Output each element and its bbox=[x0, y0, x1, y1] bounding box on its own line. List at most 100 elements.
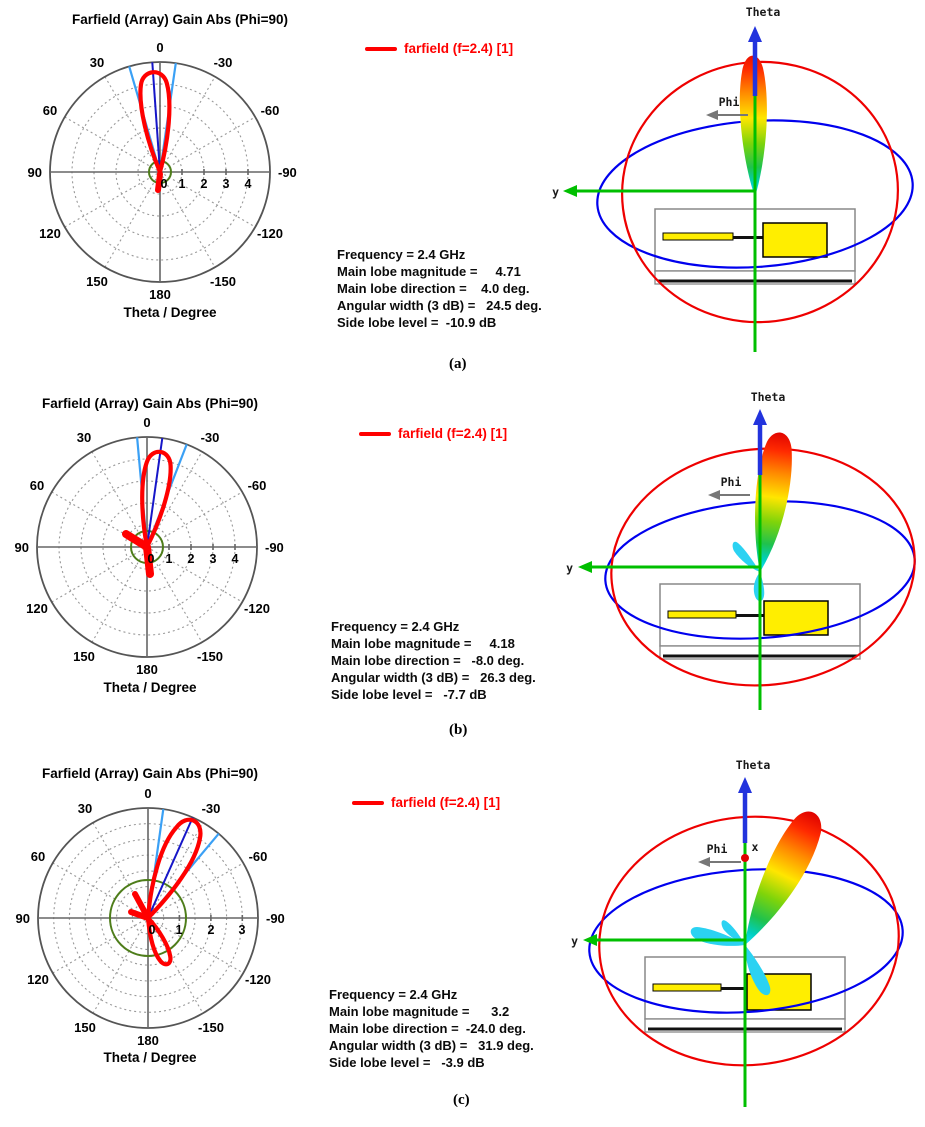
angle-tick-label: 180 bbox=[137, 1033, 159, 1048]
radial-tick-label: 0 bbox=[148, 552, 155, 566]
angle-tick-label: -90 bbox=[266, 911, 285, 926]
phi-arrow bbox=[708, 490, 750, 500]
angle-tick-label: 60 bbox=[43, 103, 57, 118]
y-axis bbox=[563, 185, 755, 197]
stat-angular-width: Angular width (3 dB) = 26.3 deg. bbox=[331, 670, 536, 685]
radiation-lobe bbox=[739, 55, 767, 197]
angle-tick-label: 180 bbox=[136, 662, 158, 677]
theta-arrow bbox=[753, 409, 767, 475]
x-axis-label: x bbox=[752, 840, 759, 854]
angle-tick-label: -90 bbox=[265, 540, 284, 555]
stat-magnitude: Main lobe magnitude = 3.2 bbox=[329, 1004, 510, 1019]
angle-tick-label: -150 bbox=[210, 274, 236, 289]
radial-tick-labels: 0 1 2 3 4 bbox=[148, 552, 239, 566]
angle-tick-label: 90 bbox=[16, 911, 30, 926]
stat-direction: Main lobe direction = 4.0 deg. bbox=[337, 281, 530, 296]
angle-tick-label: 30 bbox=[77, 430, 91, 445]
radial-tick-label: 4 bbox=[232, 552, 239, 566]
farfield-trace bbox=[128, 817, 203, 967]
radial-tick-label: 2 bbox=[208, 923, 215, 937]
angle-tick-label: 120 bbox=[27, 972, 49, 987]
angle-tick-label: 180 bbox=[149, 287, 171, 302]
stat-direction: Main lobe direction = -8.0 deg. bbox=[331, 653, 525, 668]
polar-title-b: Farfield (Array) Gain Abs (Phi=90) bbox=[42, 396, 258, 411]
farfield-trace bbox=[122, 449, 173, 578]
angle-tick-label: 60 bbox=[31, 849, 45, 864]
theta-axis-label: Theta bbox=[746, 5, 781, 19]
radial-tick-label: 3 bbox=[223, 177, 230, 191]
stat-magnitude: Main lobe magnitude = 4.71 bbox=[337, 264, 521, 279]
phi-arrow bbox=[706, 110, 748, 120]
stat-frequency: Frequency = 2.4 GHz bbox=[329, 987, 458, 1002]
stat-angular-width: Angular width (3 dB) = 24.5 deg. bbox=[337, 298, 542, 313]
polar-plot-c: 0 30 60 90 120 150 180 -150 -120 -90 -60… bbox=[16, 786, 285, 1048]
radial-tick-label: 1 bbox=[166, 552, 173, 566]
angle-tick-label: -150 bbox=[198, 1020, 224, 1035]
polar-xlabel-c: Theta / Degree bbox=[103, 1050, 197, 1065]
main-lobe-direction-line bbox=[147, 817, 194, 919]
radiation-lobe bbox=[755, 432, 792, 572]
angle-tick-label: 0 bbox=[144, 786, 151, 801]
theta-axis-label: Theta bbox=[736, 758, 771, 772]
legend-b: farfield (f=2.4) [1] bbox=[359, 426, 507, 441]
angle-tick-labels: 0 30 60 90 120 150 180 -150 -120 -90 -60… bbox=[15, 415, 284, 677]
stat-direction: Main lobe direction = -24.0 deg. bbox=[329, 1021, 526, 1036]
phi-arrow bbox=[698, 857, 741, 867]
stat-side-lobe: Side lobe level = -10.9 dB bbox=[337, 315, 497, 330]
radiation-lobe bbox=[745, 811, 822, 945]
stats-block-b: Frequency = 2.4 GHz Main lobe magnitude … bbox=[331, 618, 536, 703]
farfield-3d-a: y Phi Theta bbox=[552, 5, 914, 352]
angle-tick-label: -60 bbox=[249, 849, 268, 864]
angle-tick-label: 120 bbox=[39, 226, 61, 241]
stats-block-a: Frequency = 2.4 GHz Main lobe magnitude … bbox=[337, 246, 542, 331]
legend-swatch bbox=[365, 46, 397, 51]
angle-tick-label: -60 bbox=[261, 103, 280, 118]
y-axis-label: y bbox=[552, 185, 559, 199]
angle-tick-labels: 0 30 60 90 120 150 180 -150 -120 -90 -60… bbox=[28, 40, 297, 302]
polar-title-c: Farfield (Array) Gain Abs (Phi=90) bbox=[42, 766, 258, 781]
polar-xlabel-a: Theta / Degree bbox=[123, 305, 217, 320]
polar-plot-b: 0 30 60 90 120 150 180 -150 -120 -90 -60… bbox=[15, 415, 284, 677]
y-axis bbox=[583, 934, 745, 946]
angle-tick-label: -30 bbox=[202, 801, 221, 816]
farfield-trace bbox=[138, 70, 172, 193]
theta-plane-ellipse bbox=[621, 60, 899, 324]
stat-frequency: Frequency = 2.4 GHz bbox=[337, 247, 466, 262]
y-axis bbox=[578, 561, 760, 573]
angle-tick-label: 60 bbox=[30, 478, 44, 493]
angle-tick-label: 30 bbox=[90, 55, 104, 70]
subfigure-caption-c: (c) bbox=[453, 1092, 470, 1108]
angle-tick-label: 30 bbox=[78, 801, 92, 816]
angle-tick-label: -90 bbox=[278, 165, 297, 180]
phi-axis-label: Phi bbox=[707, 842, 728, 856]
theta-plane-ellipse bbox=[598, 815, 900, 1067]
radial-tick-label: 4 bbox=[245, 177, 252, 191]
angle-tick-label: -120 bbox=[245, 972, 271, 987]
stat-angular-width: Angular width (3 dB) = 31.9 deg. bbox=[329, 1038, 534, 1053]
stat-side-lobe: Side lobe level = -7.7 dB bbox=[331, 687, 487, 702]
theta-arrow bbox=[738, 777, 752, 843]
legend-swatch bbox=[352, 800, 384, 805]
polar-title-a: Farfield (Array) Gain Abs (Phi=90) bbox=[72, 12, 288, 27]
angle-tick-label: -150 bbox=[197, 649, 223, 664]
phi-axis-label: Phi bbox=[719, 95, 740, 109]
angle-tick-label: 120 bbox=[26, 601, 48, 616]
angle-tick-label: 90 bbox=[15, 540, 29, 555]
angle-tick-label: 90 bbox=[28, 165, 42, 180]
side-lobe-level-circle bbox=[109, 879, 187, 957]
x-axis-dot bbox=[741, 854, 749, 862]
polar-plot-a: 0 30 60 90 120 150 180 -150 -120 -90 -60… bbox=[28, 40, 297, 302]
legend-label: farfield (f=2.4) [1] bbox=[404, 41, 514, 56]
angle-tick-label: 0 bbox=[156, 40, 163, 55]
angle-tick-label: -60 bbox=[248, 478, 267, 493]
angle-tick-labels: 0 30 60 90 120 150 180 -150 -120 -90 -60… bbox=[16, 786, 285, 1048]
farfield-3d-b: y Phi Theta bbox=[566, 390, 916, 710]
radial-tick-label: 3 bbox=[239, 923, 246, 937]
radial-tick-label: 1 bbox=[179, 177, 186, 191]
radial-tick-label: 2 bbox=[188, 552, 195, 566]
angle-tick-label: -120 bbox=[257, 226, 283, 241]
subfigure-caption-b: (b) bbox=[449, 722, 468, 738]
legend-label: farfield (f=2.4) [1] bbox=[398, 426, 508, 441]
legend-c: farfield (f=2.4) [1] bbox=[352, 795, 500, 810]
